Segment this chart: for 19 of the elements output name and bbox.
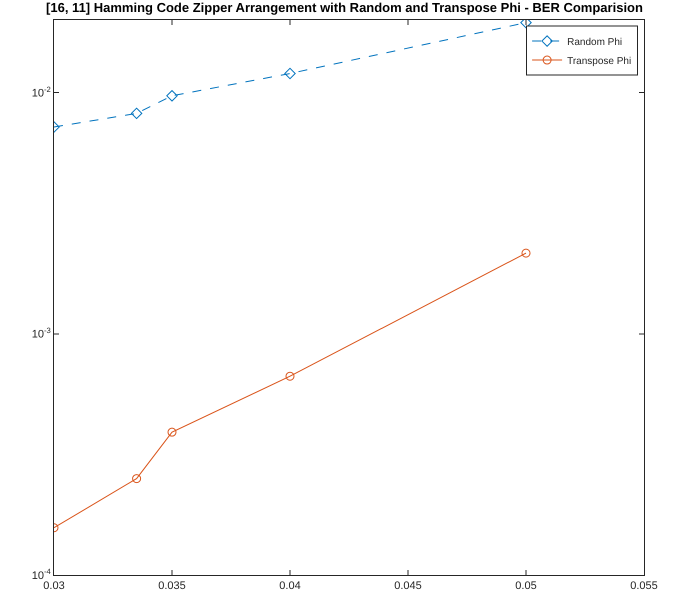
point xyxy=(522,248,530,258)
point xyxy=(130,108,142,120)
point xyxy=(284,68,296,80)
x-tick-label: 0.055 xyxy=(630,580,658,592)
x-tick-label: 0.035 xyxy=(158,580,186,592)
y-tick-label: 10$^{-2}$ xyxy=(32,84,51,100)
point xyxy=(286,372,294,381)
point xyxy=(168,428,176,437)
x-tick-label: 0.045 xyxy=(394,580,422,592)
point xyxy=(166,90,178,102)
x-tick-label: 0.05 xyxy=(515,580,537,592)
x-tick-label: 0.03 xyxy=(43,580,65,592)
chart-title: [16, 11] Hamming Code Zipper Arrangement with Random and Transpose Phi - BER Comparision xyxy=(46,0,644,16)
y-tick-label: 10$^{-3}$ xyxy=(32,326,51,341)
legend-label: Transpose Phi xyxy=(567,56,632,67)
legend-label: Random Phi xyxy=(567,36,622,48)
x-tick-label: 0.04 xyxy=(279,580,301,592)
point xyxy=(132,474,142,484)
y-tick-label: 10$^{-4}$ xyxy=(32,567,52,582)
